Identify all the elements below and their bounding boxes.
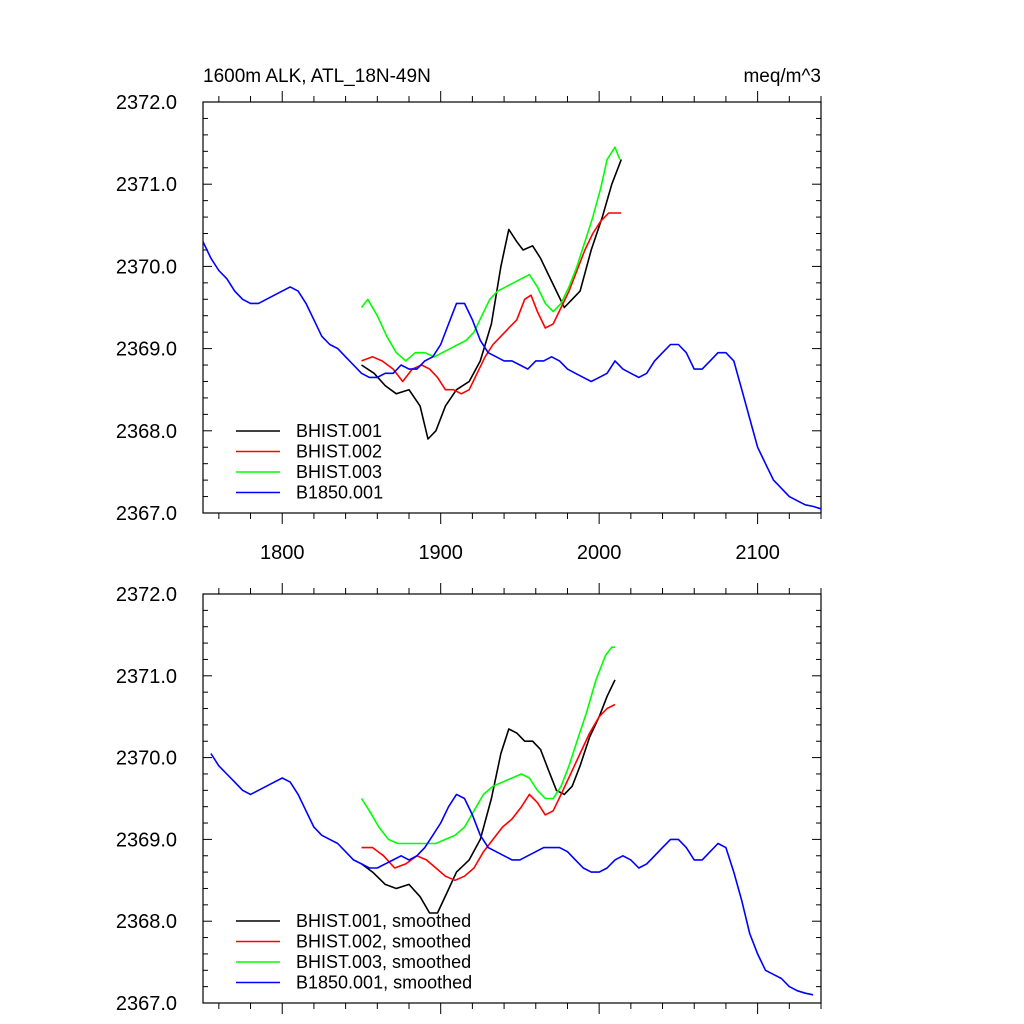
- legend-label: BHIST.001: [296, 421, 382, 441]
- y-tick-label: 2369.0: [116, 829, 177, 851]
- series-line-bhist-003-smoothed: [360, 646, 615, 845]
- units-label: meq/m^3: [743, 66, 821, 87]
- plot-frame: [202, 593, 822, 1004]
- plot-frame: [202, 101, 822, 514]
- legend-label: BHIST.001, smoothed: [296, 911, 471, 931]
- y-tick-label: 2371.0: [116, 174, 177, 196]
- y-tick-label: 2368.0: [116, 421, 177, 443]
- chart-title: 1600m ALK, ATL_18N-49N: [203, 66, 431, 87]
- series-line-bhist-002: [361, 212, 622, 395]
- y-tick-label: 2367.0: [116, 993, 177, 1015]
- y-tick-label: 2370.0: [116, 256, 177, 278]
- legend-label: BHIST.003: [296, 462, 382, 482]
- legend-label: B1850.001: [296, 483, 383, 503]
- y-tick-label: 2371.0: [116, 666, 177, 688]
- top-panel: 2367.0 2368.0 2369.0 2370.0 2371.0 2372.0 1800…: [116, 91, 822, 564]
- series-line-bhist-002-smoothed: [361, 703, 616, 882]
- series-line-b1850-001: [203, 241, 821, 510]
- series-line-bhist-003: [360, 146, 621, 362]
- x-tick-label: 2100: [735, 542, 780, 564]
- x-tick-label: 2000: [577, 542, 622, 564]
- y-tick-label: 2372.0: [116, 92, 177, 114]
- y-tick-label: 2370.0: [116, 748, 177, 770]
- legend-label: B1850.001, smoothed: [296, 973, 472, 993]
- y-tick-label: 2367.0: [116, 503, 177, 525]
- y-tick-label: 2372.0: [116, 584, 177, 606]
- series-line-bhist-001: [361, 159, 623, 440]
- y-tick-label: 2368.0: [116, 911, 177, 933]
- y-tick-label: 2369.0: [116, 339, 177, 361]
- series-line-bhist-001-smoothed: [361, 679, 616, 914]
- series-line-b1850-001-smoothed: [210, 753, 814, 996]
- legend-label: BHIST.002: [296, 442, 382, 462]
- x-tick-label: 1800: [260, 542, 305, 564]
- legend-label: BHIST.002, smoothed: [296, 932, 471, 952]
- bottom-panel: 2367.0 2368.0 2369.0 2370.0 2371.0 2372.0 BHIS…: [116, 583, 822, 1015]
- x-tick-label: 1900: [418, 542, 463, 564]
- legend-label: BHIST.003, smoothed: [296, 952, 471, 972]
